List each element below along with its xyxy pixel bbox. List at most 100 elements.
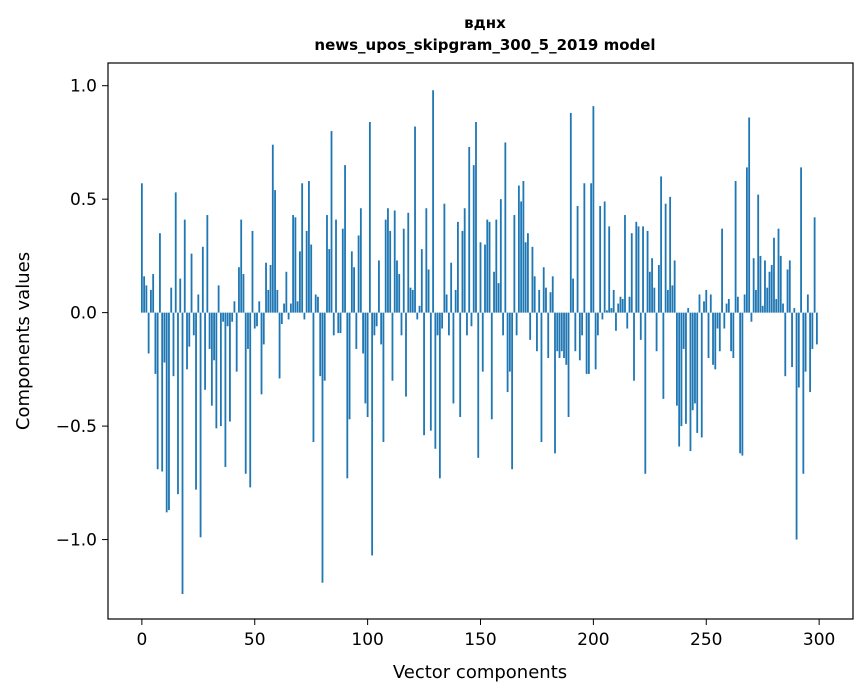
bar-258: [723, 312, 726, 329]
bar-143: [463, 208, 466, 313]
bar-16: [177, 312, 179, 495]
bar-277: [766, 287, 769, 313]
bar-265: [739, 312, 742, 454]
bar-252: [709, 294, 712, 313]
bar-2: [145, 285, 148, 313]
x-tick-label: 300: [803, 630, 835, 650]
bar-121: [414, 126, 416, 313]
bar-98: [362, 312, 365, 354]
bar-269: [748, 117, 751, 313]
bar-138: [452, 312, 455, 404]
bar-218: [633, 312, 635, 381]
bar-49: [251, 230, 254, 313]
bar-172: [529, 312, 532, 340]
bar-91: [346, 312, 349, 479]
bar-237: [676, 312, 678, 406]
bar-55: [265, 262, 267, 313]
bar-273: [757, 194, 760, 313]
bar-53: [260, 312, 263, 395]
bar-177: [540, 312, 543, 442]
bar-216: [628, 296, 631, 313]
bar-239: [680, 312, 683, 427]
bar-52: [258, 301, 261, 313]
bar-204: [601, 312, 604, 320]
bar-208: [610, 308, 613, 313]
bar-102: [371, 312, 374, 556]
bar-80: [321, 312, 324, 583]
bar-211: [617, 303, 620, 313]
bar-169: [522, 181, 525, 313]
bar-220: [637, 226, 640, 313]
chart-title-line2: news_upos_skipgram_300_5_2019 model: [314, 36, 655, 54]
bar-115: [400, 312, 403, 336]
bar-10: [163, 312, 166, 363]
bar-3: [147, 312, 150, 354]
bar-205: [603, 201, 606, 313]
bar-125: [423, 312, 425, 436]
bar-268: [745, 167, 748, 313]
bar-195: [581, 312, 583, 336]
bar-120: [411, 289, 414, 313]
bar-157: [495, 219, 498, 313]
bar-68: [294, 217, 297, 313]
bar-58: [271, 144, 274, 313]
bar-192: [574, 312, 577, 352]
y-axis-label: Components values: [13, 252, 34, 430]
bar-159: [499, 199, 502, 313]
x-axis-label: Vector components: [393, 662, 567, 683]
bars-group: [140, 90, 818, 595]
bar-9: [161, 312, 164, 472]
bar-238: [678, 312, 681, 447]
bar-156: [493, 271, 495, 313]
bar-229: [657, 264, 660, 313]
y-tick-label: 1.0: [70, 77, 97, 97]
bar-114: [398, 274, 401, 313]
bar-67: [292, 215, 295, 313]
bar-37: [224, 312, 227, 467]
bar-270: [750, 312, 753, 322]
plot-frame: [107, 62, 854, 620]
bar-148: [475, 122, 477, 313]
bar-178: [542, 267, 545, 313]
bar-282: [777, 228, 780, 313]
bar-108: [384, 219, 387, 313]
bar-28: [204, 312, 206, 390]
bar-50: [253, 312, 256, 329]
bar-59: [274, 190, 276, 313]
bar-183: [554, 312, 556, 454]
bar-188: [565, 312, 568, 365]
bar-296: [809, 312, 812, 393]
bar-81: [323, 312, 326, 381]
bar-69: [296, 301, 299, 313]
bar-76: [312, 312, 315, 442]
bar-72: [303, 312, 306, 320]
bar-101: [368, 122, 371, 313]
bar-166: [515, 312, 518, 336]
bar-167: [517, 185, 520, 313]
bar-105: [378, 260, 380, 313]
bar-6: [154, 312, 157, 374]
bar-12: [168, 312, 170, 511]
bar-54: [262, 312, 265, 345]
bar-31: [210, 312, 213, 406]
bar-287: [788, 260, 791, 313]
bar-51: [256, 312, 258, 327]
bar-142: [461, 230, 464, 313]
bar-119: [409, 287, 412, 313]
bar-231: [662, 312, 665, 399]
bar-141: [459, 312, 462, 418]
bar-209: [612, 289, 615, 313]
bar-185: [558, 312, 561, 359]
bar-7: [156, 312, 159, 470]
bar-189: [567, 312, 570, 418]
bar-293: [802, 312, 805, 474]
bar-244: [691, 312, 694, 411]
bar-253: [712, 312, 714, 365]
bar-187: [563, 312, 565, 359]
bar-44: [240, 219, 243, 313]
bar-118: [407, 212, 410, 313]
bar-226: [651, 258, 653, 313]
x-tick-label: 150: [464, 630, 496, 650]
bar-46: [244, 312, 247, 474]
bar-124: [420, 249, 423, 313]
